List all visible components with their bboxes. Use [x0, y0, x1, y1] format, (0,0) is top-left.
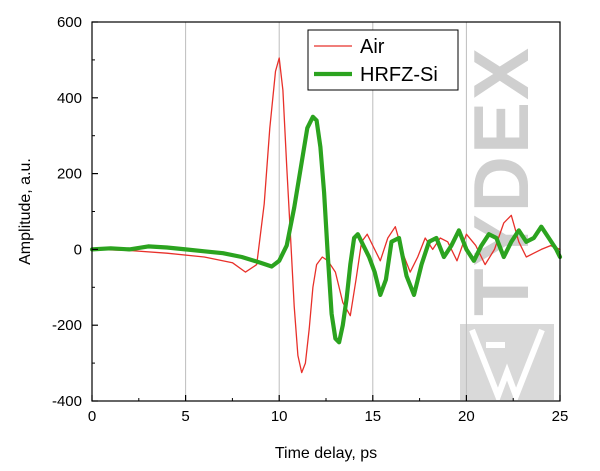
y-tick-label: -400 [52, 393, 82, 410]
watermark-text: TYDEX [457, 46, 545, 316]
x-tick-label: 0 [88, 408, 96, 425]
series-line-hrfz-si [89, 114, 563, 345]
legend-label: Air [360, 36, 385, 58]
y-tick-label: 0 [74, 241, 82, 258]
y-tick-label: 400 [57, 90, 82, 107]
y-tick-label: 200 [57, 166, 82, 183]
x-axis-title: Time delay, ps [275, 445, 377, 462]
axes: 0 5 10 15 20 25 -400 -200 0 200 400 600 Time delay, … [17, 14, 568, 462]
legend-label: HRFZ-Si [360, 64, 438, 86]
y-tick-label: 600 [57, 14, 82, 31]
legend: Air HRFZ-Si [307, 29, 459, 91]
grid [185, 22, 467, 401]
legend-box [307, 29, 459, 91]
series-line-air [91, 57, 561, 374]
x-tick-label: 10 [271, 408, 288, 425]
x-tick-label: 25 [552, 408, 569, 425]
series-layer [89, 57, 563, 374]
x-tick-label: 5 [181, 408, 189, 425]
watermark: TYDEX [457, 46, 554, 405]
y-tick-label: -200 [52, 317, 82, 334]
x-tick-label: 15 [364, 408, 381, 425]
y-axis-title: Amplitude, a.u. [17, 158, 34, 265]
watermark-logo-mark [469, 328, 545, 405]
x-tick-label: 20 [458, 408, 475, 425]
